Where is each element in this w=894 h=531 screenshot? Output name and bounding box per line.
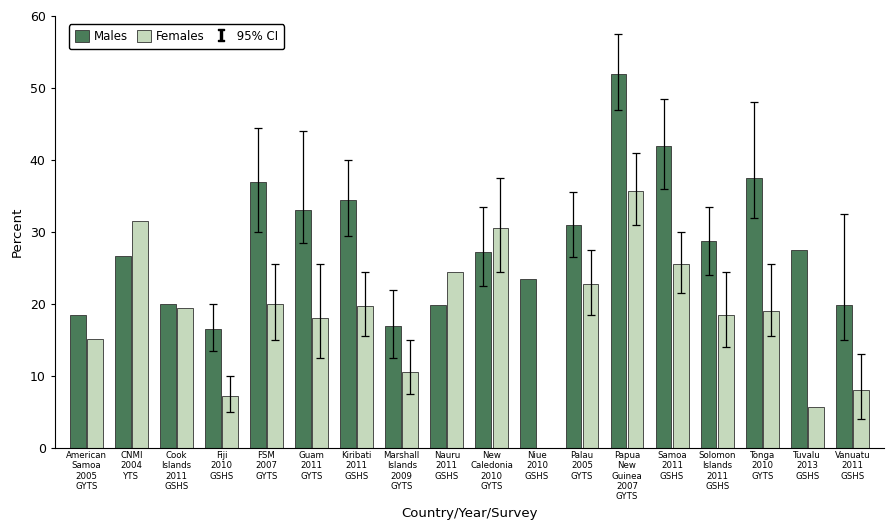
Bar [852, 390, 868, 448]
Bar [492, 228, 508, 448]
Bar [582, 284, 598, 448]
Bar [700, 242, 716, 448]
Bar [627, 191, 643, 448]
Bar [790, 250, 805, 448]
Bar [610, 74, 626, 448]
Bar [565, 225, 580, 448]
Bar [131, 221, 148, 448]
Bar [70, 315, 86, 448]
Bar [295, 210, 310, 448]
Bar [267, 304, 283, 448]
Bar [762, 311, 778, 448]
Bar [87, 339, 103, 448]
Bar [745, 178, 761, 448]
Bar [384, 326, 401, 448]
Bar [717, 315, 733, 448]
Bar [312, 319, 327, 448]
Bar [160, 304, 175, 448]
Legend: Males, Females,  95% CI: Males, Females, 95% CI [69, 24, 284, 49]
X-axis label: Country/Year/Survey: Country/Year/Survey [401, 507, 537, 520]
Bar [177, 307, 192, 448]
Bar [249, 182, 266, 448]
Bar [430, 305, 445, 448]
Bar [519, 279, 536, 448]
Bar [340, 200, 356, 448]
Bar [402, 372, 417, 448]
Bar [475, 252, 491, 448]
Bar [835, 305, 851, 448]
Bar [447, 272, 463, 448]
Bar [222, 396, 238, 448]
Bar [357, 306, 373, 448]
Bar [114, 256, 131, 448]
Bar [655, 145, 670, 448]
Y-axis label: Percent: Percent [11, 207, 24, 257]
Bar [807, 407, 822, 448]
Bar [205, 329, 221, 448]
Bar [672, 264, 687, 448]
